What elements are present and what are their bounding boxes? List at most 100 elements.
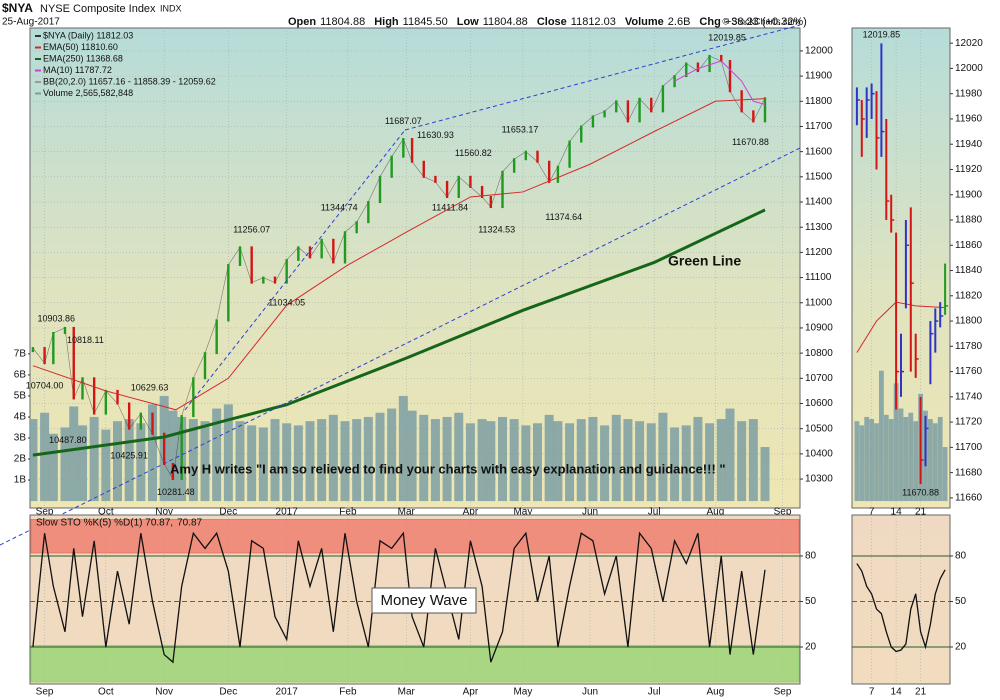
y-tick-label: 12020 <box>955 38 983 49</box>
y-tick-label: 10300 <box>805 474 833 485</box>
price-bar <box>367 201 370 224</box>
price-bar <box>536 150 539 163</box>
volume-bar <box>898 408 904 502</box>
y-tick-label: 10600 <box>805 398 833 409</box>
quote-line: Open 11804.88 High 11845.50 Low 11804.88 Close… <box>288 16 807 28</box>
volume-bar <box>937 416 943 502</box>
price-label: 11630.93 <box>417 130 454 140</box>
volume-bar <box>419 414 429 502</box>
y-tick-label: 11840 <box>955 265 983 276</box>
x-tick-label: Jul <box>648 687 661 698</box>
volume-bar <box>101 429 111 502</box>
y-tick-label: 11300 <box>805 222 833 233</box>
volume-bar <box>328 414 338 502</box>
index-name: NYSE Composite Index <box>40 3 156 15</box>
volume-bar <box>340 421 350 502</box>
price-bar <box>308 246 312 259</box>
price-bar <box>696 62 700 73</box>
volume-bar <box>498 416 507 502</box>
y-tick-label: 10900 <box>805 323 833 334</box>
volume-bar <box>874 423 879 502</box>
y2-tick-label: 5B <box>14 391 27 402</box>
exchange: INDX <box>160 3 182 13</box>
price-bar <box>171 462 175 481</box>
y-tick-label: 11740 <box>955 391 983 402</box>
price-bar <box>615 100 618 113</box>
price-bar <box>343 231 347 264</box>
price-label: 10629.63 <box>131 382 169 392</box>
price-bar <box>740 90 743 113</box>
x-tick-label: Jun <box>582 507 598 518</box>
volume-bar <box>136 423 146 502</box>
price-bar <box>250 246 253 284</box>
volume-bar <box>670 427 680 502</box>
panel-background <box>851 514 951 685</box>
y-tick-label: 11960 <box>955 114 983 125</box>
price-label: 10818.11 <box>67 335 104 345</box>
y2-tick-label: 4B <box>14 412 27 423</box>
volume-bar <box>760 447 770 502</box>
y-tick-label: 11500 <box>805 171 833 182</box>
indicator-line <box>32 98 766 411</box>
price-label: 11560.82 <box>455 148 492 158</box>
price-bar <box>192 377 195 418</box>
y-tick-label: 11760 <box>955 366 983 377</box>
x-tick-label: 21 <box>915 687 927 698</box>
volume-bar <box>168 410 178 502</box>
y-tick-label: 10400 <box>805 448 833 459</box>
price-bar <box>297 246 300 261</box>
price-label: 11411.84 <box>432 202 468 212</box>
price-bar <box>227 263 230 322</box>
y-tick-label: 11920 <box>955 164 983 175</box>
x-tick-label: Sep <box>36 687 54 698</box>
price-bar <box>203 352 207 380</box>
volume-bar <box>600 425 610 502</box>
price-label: 11324.53 <box>478 224 515 234</box>
volume-bar <box>442 416 452 502</box>
quote-value: 11845.50 <box>403 16 448 28</box>
volume-bar <box>69 406 79 502</box>
price-bar <box>320 238 323 259</box>
legend-entry: Volume 2,565,582,848 <box>43 88 133 98</box>
volume-bar <box>646 423 656 502</box>
price-bar <box>469 175 472 188</box>
volume-bar <box>430 419 440 502</box>
volume-bar <box>247 425 257 502</box>
plot-area <box>30 519 800 683</box>
oscillator-line <box>856 563 946 653</box>
price-bar <box>238 246 242 266</box>
price-label: 11687.07 <box>385 116 422 126</box>
y2-tick-label: 7B <box>14 349 27 360</box>
volume-bar <box>544 414 554 502</box>
plot-area <box>854 43 949 502</box>
volume-bar <box>477 419 487 502</box>
y-tick-label: 20 <box>805 642 817 653</box>
price-bar <box>591 115 595 128</box>
trend-line <box>0 147 801 546</box>
zone <box>30 519 800 554</box>
quote-label: Volume <box>625 16 664 28</box>
y-tick-label: 11820 <box>955 290 983 301</box>
y-tick-label: 11660 <box>955 493 983 504</box>
quote-value: 11804.88 <box>483 16 528 28</box>
volume-bar <box>454 412 464 502</box>
x-tick-label: Nov <box>155 687 173 698</box>
price-bar <box>43 347 46 365</box>
price-label: 11374.64 <box>545 212 582 222</box>
price-bar <box>720 54 723 62</box>
quote-label: Chg <box>699 16 720 28</box>
price-bar <box>661 85 665 113</box>
price-label: 11670.88 <box>902 488 939 498</box>
x-tick-label: Oct <box>98 687 114 698</box>
price-bar <box>547 160 551 183</box>
price-label: 11653.17 <box>502 125 539 135</box>
volume-bar <box>258 427 268 502</box>
price-bar <box>524 150 528 161</box>
volume-bar <box>623 419 633 502</box>
y-tick-label: 11200 <box>805 247 833 258</box>
volume-bar <box>30 419 38 502</box>
price-bar <box>580 125 583 143</box>
price-bar <box>603 110 606 118</box>
x-tick-label: 2017 <box>276 687 299 698</box>
zone <box>30 644 800 683</box>
